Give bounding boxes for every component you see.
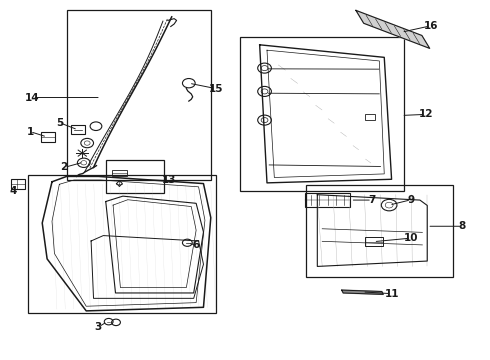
Text: 14: 14 [25,93,40,103]
Bar [365,237,383,246]
Bar [306,185,453,277]
Bar [240,37,404,191]
Bar [11,179,24,189]
Bar [41,132,55,142]
Polygon shape [342,290,383,294]
Bar [305,193,350,207]
Text: 4: 4 [9,186,17,197]
Text: 10: 10 [404,233,418,243]
Bar [106,160,164,193]
Text: 5: 5 [56,118,63,128]
Text: 7: 7 [368,195,376,205]
Text: 2: 2 [61,162,68,172]
Bar [112,170,127,176]
Bar [67,10,211,180]
Text: 13: 13 [162,175,176,185]
Bar [71,126,85,134]
Text: 12: 12 [418,109,433,120]
Polygon shape [356,10,430,48]
Text: 8: 8 [459,221,466,231]
Text: 1: 1 [26,127,34,136]
Bar [365,114,375,120]
Text: 15: 15 [208,84,223,94]
Text: 6: 6 [193,240,200,250]
Text: 9: 9 [408,195,415,205]
Text: 16: 16 [423,21,438,31]
Text: 11: 11 [384,289,399,299]
Bar [27,175,216,313]
Text: 3: 3 [95,322,102,332]
